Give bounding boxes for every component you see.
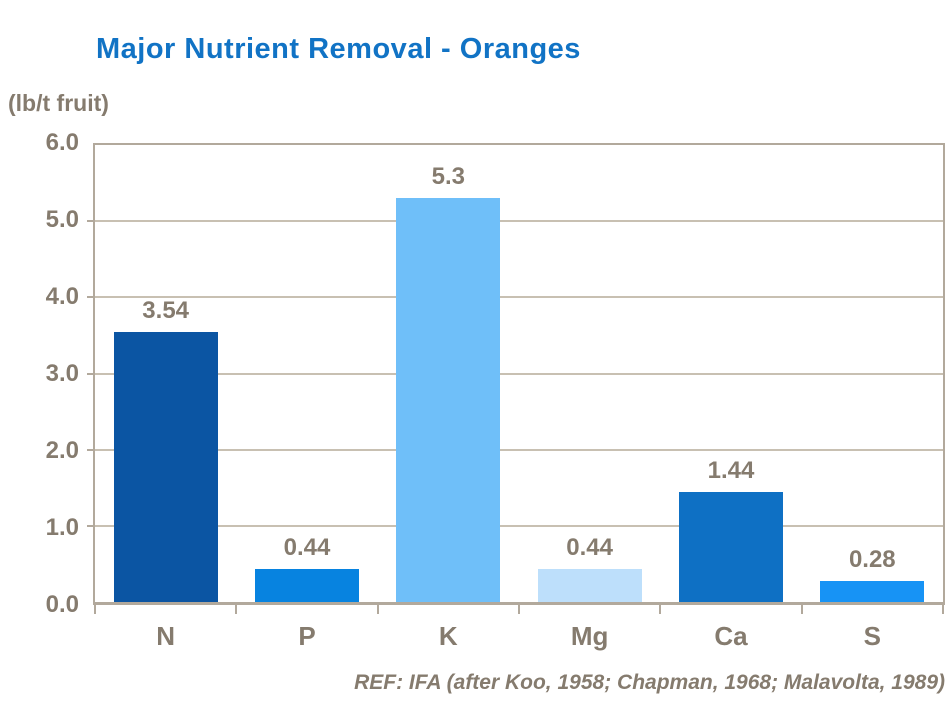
gridline [95, 524, 943, 527]
y-axis-unit-label: (lb/t fruit) [8, 90, 109, 116]
bar-slot: 0.28 S [802, 145, 943, 651]
bar [537, 568, 642, 602]
bar-slot: 0.44 P [236, 145, 377, 651]
reference-text: REF: IFA (after Koo, 1958; Chapman, 1968… [354, 671, 945, 694]
y-tick-label: 3.0 [45, 360, 79, 387]
x-category-label: S [863, 621, 881, 651]
x-axis-tick [659, 602, 662, 614]
gridline [95, 448, 943, 451]
x-category-label: Ca [714, 621, 748, 651]
bar-value-label: 0.44 [283, 533, 331, 561]
y-axis-tick [87, 372, 94, 375]
bar-value-label: 1.44 [707, 457, 755, 485]
y-axis-tick [87, 524, 94, 527]
bar [396, 198, 501, 602]
bar-slot: 5.3 K [378, 145, 519, 651]
gridline [95, 220, 943, 223]
x-axis-tick [942, 602, 944, 614]
y-axis-tick [87, 448, 94, 451]
x-category-label: P [298, 621, 316, 651]
y-tick-label: 6.0 [45, 129, 79, 156]
y-axis-tick-labels: 0.0 1.0 2.0 3.0 4.0 5.0 6.0 [0, 129, 79, 618]
x-category-label: Mg [570, 621, 609, 651]
x-axis-tick [518, 602, 520, 614]
bar-slot: 0.44 Mg [519, 145, 660, 651]
gridline [95, 296, 943, 299]
x-category-label: K [438, 621, 458, 651]
bar-value-label: 0.28 [848, 545, 896, 573]
x-axis-tick [235, 602, 238, 614]
y-tick-label: 4.0 [45, 282, 79, 310]
y-tick-label: 0.0 [45, 591, 79, 618]
bar [820, 580, 925, 602]
y-axis-tick [87, 296, 94, 299]
x-axis-tick [94, 602, 96, 614]
bar-value-label: 3.54 [142, 297, 190, 325]
bar [113, 332, 218, 602]
y-tick-label: 2.0 [45, 436, 79, 464]
y-tick-label: 5.0 [45, 205, 79, 233]
bar [678, 492, 783, 602]
x-axis-tick [800, 602, 803, 614]
bar-value-label: 0.44 [566, 533, 613, 561]
x-axis-tick [376, 602, 379, 614]
chart-title: Major Nutrient Removal - Oranges [96, 33, 581, 65]
bars-container: 3.54 N 0.44 P 5.3 K 0.44 Mg 1.44 Ca 0.28 S [95, 145, 943, 651]
y-axis-tick [87, 220, 94, 223]
gridline [95, 372, 943, 375]
bar-value-label: 5.3 [431, 163, 465, 191]
x-category-label: N [156, 621, 176, 651]
bar-slot: 3.54 N [95, 145, 236, 651]
bar [254, 568, 359, 602]
y-tick-label: 1.0 [45, 514, 79, 541]
bar-slot: 1.44 Ca [660, 145, 801, 651]
plot-area: 3.54 N 0.44 P 5.3 K 0.44 Mg 1.44 Ca 0.28 S [87, 143, 945, 651]
